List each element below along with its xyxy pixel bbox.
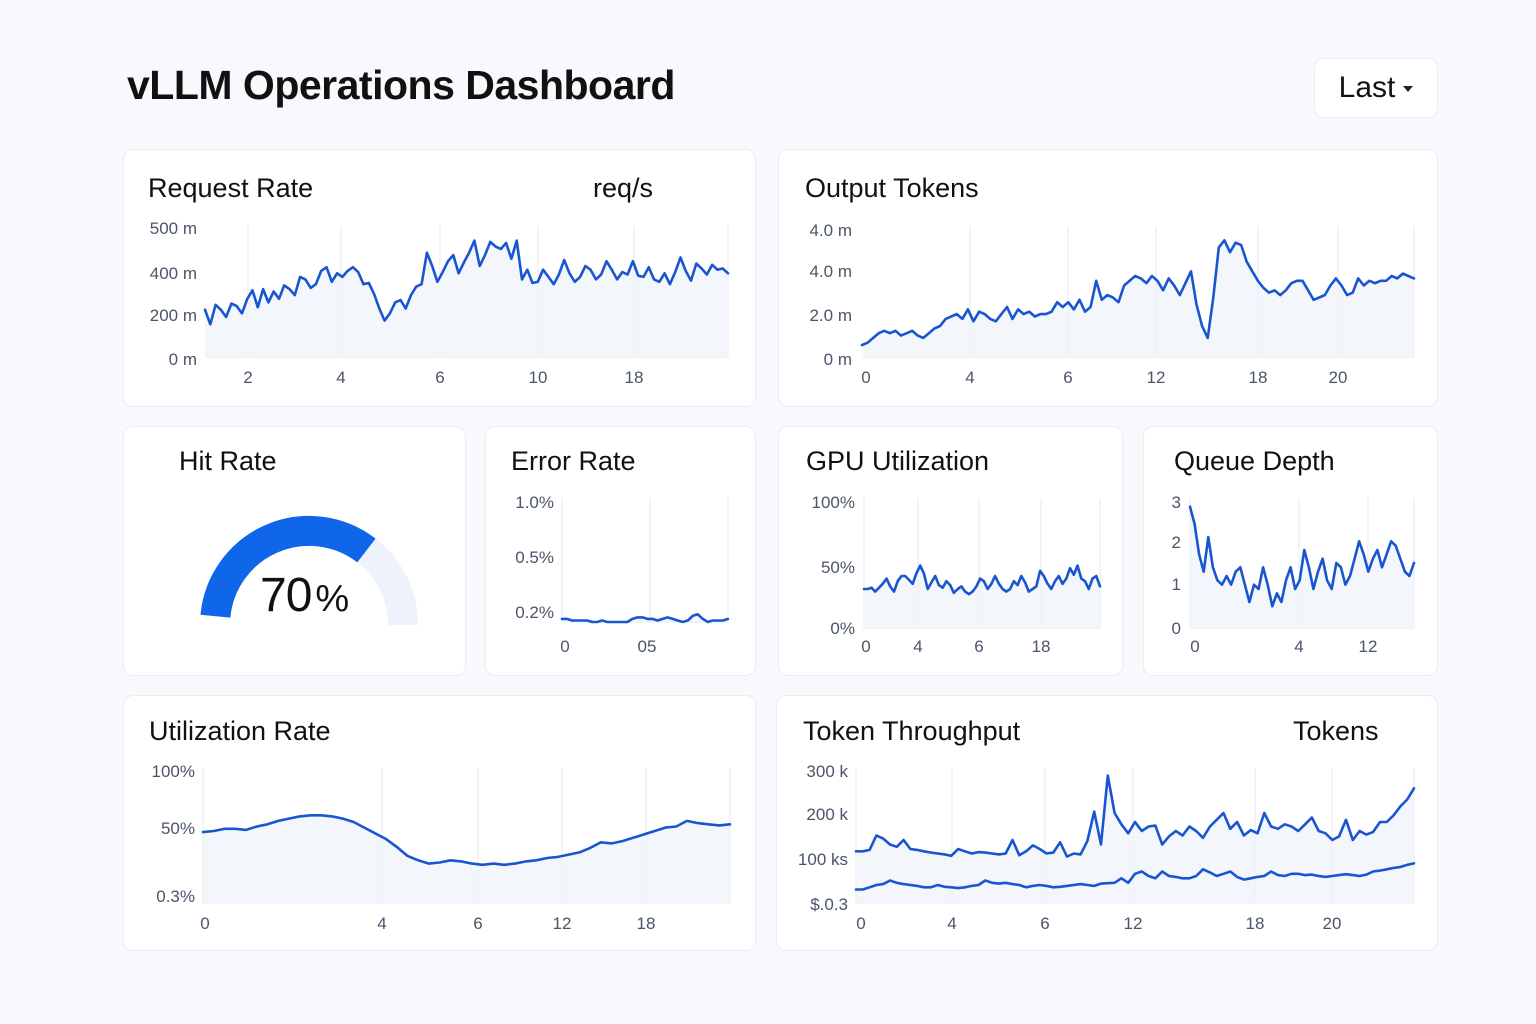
- page-title: vLLM Operations Dashboard: [127, 62, 675, 108]
- hit-rate-number: 70: [260, 569, 312, 622]
- chevron-down-icon: [1403, 86, 1414, 92]
- hit-rate-percent: %: [315, 578, 349, 620]
- hit-rate-title: Hit Rate: [179, 446, 277, 476]
- token-throughput-title: Token Throughput: [803, 716, 1021, 746]
- utilization-rate-title: Utilization Rate: [149, 716, 331, 746]
- request-rate-title: Request Rate: [148, 173, 314, 203]
- gpu-utilization-title: GPU Utilization: [806, 446, 990, 476]
- token-throughput-unit: Tokens: [1293, 716, 1379, 746]
- queue-depth-title: Queue Depth: [1174, 446, 1335, 476]
- hit-rate-value: 70%: [260, 568, 349, 623]
- request-rate-unit: req/s: [593, 173, 654, 203]
- card-error-rate: [485, 426, 756, 676]
- time-range-label: Last: [1338, 71, 1396, 104]
- card-gpu-utilization: [778, 426, 1123, 676]
- card-hit-rate: [123, 426, 466, 676]
- time-range-dropdown[interactable]: Last: [1314, 58, 1438, 118]
- output-tokens-title: Output Tokens: [805, 173, 979, 203]
- error-rate-title: Error Rate: [511, 446, 636, 476]
